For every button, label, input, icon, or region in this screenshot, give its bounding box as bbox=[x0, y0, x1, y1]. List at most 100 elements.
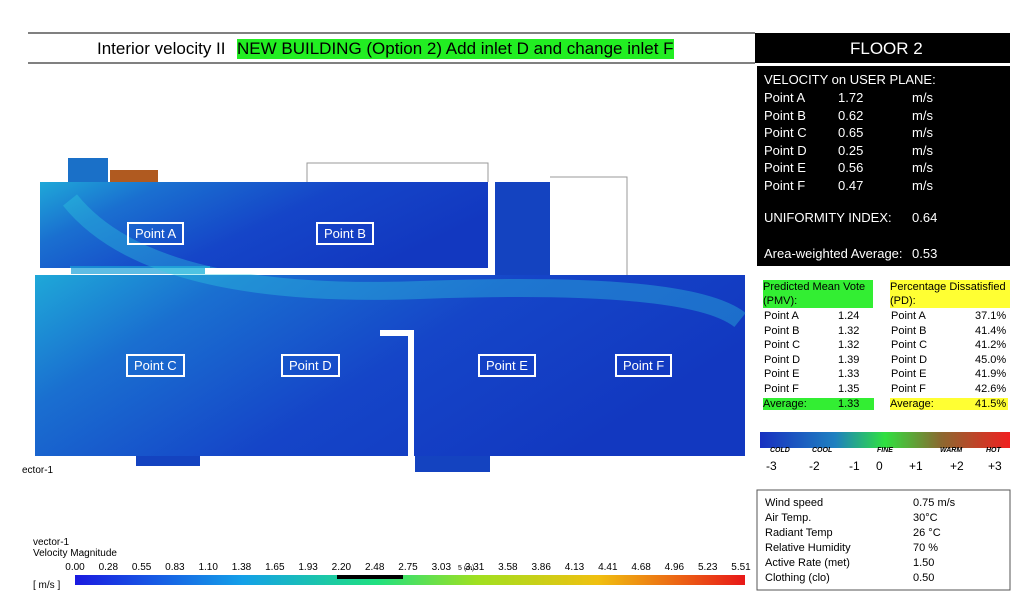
title-highlight: NEW BUILDING (Option 2) Add inlet D and … bbox=[237, 39, 674, 59]
colorbar-tick: 5.51 bbox=[731, 562, 751, 573]
colorbar-tick: 4.41 bbox=[598, 562, 618, 573]
point-name: Point A bbox=[891, 310, 926, 322]
unit: m/s bbox=[912, 160, 933, 175]
legend-unit: [ m/s ] bbox=[33, 580, 61, 591]
unit: m/s bbox=[912, 142, 933, 158]
condition-value: 0.75 m/s bbox=[913, 497, 956, 509]
point-name: Point E bbox=[764, 160, 806, 175]
unit: m/s bbox=[912, 125, 933, 140]
pmv-value: 1.32 bbox=[838, 324, 860, 337]
condition-value: 30°C bbox=[913, 512, 938, 524]
velocity-value: 0.62 bbox=[838, 107, 864, 123]
point-label: Point A bbox=[127, 222, 185, 245]
pd-value: 41.4% bbox=[975, 324, 1007, 337]
scale-number: +2 bbox=[950, 459, 964, 473]
condition-label: Air Temp. bbox=[765, 512, 812, 524]
colorbar-tick: 1.93 bbox=[298, 562, 318, 573]
scale-number: +3 bbox=[988, 459, 1002, 473]
scale-number: -3 bbox=[766, 459, 777, 473]
scale-number: -2 bbox=[809, 459, 820, 473]
scale-number: 0 bbox=[876, 459, 883, 473]
pmv-value: 1.39 bbox=[838, 353, 860, 366]
colorbar-tick: 3.58 bbox=[498, 562, 518, 573]
point-label: Point C bbox=[126, 354, 185, 377]
pd-average-label: Average: bbox=[890, 397, 1008, 410]
velocity-value: 1.72 bbox=[838, 90, 864, 105]
condition-label: Clothing (clo) bbox=[765, 572, 830, 584]
pd-heading: Percentage Dissatisfied (PD): bbox=[890, 280, 1010, 308]
colorbar-tick: 3.86 bbox=[531, 562, 551, 573]
pd-value: 41.9% bbox=[975, 368, 1007, 381]
colorbar-tick: 1.65 bbox=[265, 562, 285, 573]
point-name: Point B bbox=[764, 107, 806, 123]
colorbar-tick: 2.48 bbox=[364, 562, 385, 573]
point-label: Point E bbox=[478, 354, 536, 377]
colorbar-tick: 4.13 bbox=[564, 562, 585, 573]
colorbar-tick: 4.96 bbox=[664, 562, 685, 573]
uniformity-value: 0.64 bbox=[912, 210, 938, 225]
pd-average: 41.5% bbox=[975, 397, 1007, 410]
point-name: Point E bbox=[764, 368, 800, 381]
pmv-heading: Predicted Mean Vote (PMV): bbox=[763, 280, 873, 308]
pd-value: 45.0% bbox=[975, 353, 1007, 366]
condition-label: Radiant Temp bbox=[765, 527, 833, 539]
pd-value: 41.2% bbox=[975, 339, 1007, 352]
scale-word: HOT bbox=[986, 447, 1001, 454]
colorbar-tick: 2.75 bbox=[398, 562, 418, 573]
scale-word: COLD bbox=[770, 447, 790, 454]
scale-text: 5 (m) bbox=[458, 565, 475, 572]
condition-value: 0.50 bbox=[913, 572, 935, 584]
point-name: Point F bbox=[764, 383, 799, 395]
point-name: Point B bbox=[764, 324, 800, 337]
condition-value: 1.50 bbox=[913, 557, 935, 569]
side-label: ector-1 bbox=[22, 465, 54, 476]
colorbar-tick: 0.83 bbox=[165, 562, 185, 573]
pmv-average-label: Average: bbox=[763, 397, 874, 410]
pmv-value: 1.35 bbox=[838, 383, 860, 395]
point-name: Point C bbox=[764, 339, 801, 352]
pmv-value: 1.24 bbox=[838, 310, 860, 322]
unit: m/s bbox=[912, 177, 933, 193]
velocity-value: 0.56 bbox=[838, 160, 864, 175]
scale-number: -1 bbox=[849, 459, 860, 473]
floor-box bbox=[755, 33, 1010, 63]
unit: m/s bbox=[912, 90, 933, 105]
scale-word: COOL bbox=[812, 447, 833, 454]
floor-label: FLOOR 2 bbox=[850, 39, 923, 58]
point-name: Point A bbox=[764, 90, 806, 105]
scale-word: FINE bbox=[877, 447, 893, 454]
colorbar-tick: 0.00 bbox=[65, 562, 85, 573]
condition-value: 70 % bbox=[913, 542, 939, 554]
scale-number: +1 bbox=[909, 459, 923, 473]
point-label: Point F bbox=[615, 354, 673, 377]
pd-value: 42.6% bbox=[975, 383, 1007, 395]
point-name: Point D bbox=[891, 353, 928, 366]
unit: m/s bbox=[912, 107, 933, 123]
pmv-average: 1.33 bbox=[838, 397, 860, 410]
point-name: Point A bbox=[764, 310, 799, 322]
velocity-value: 0.47 bbox=[838, 177, 864, 193]
colorbar-tick: 0.28 bbox=[98, 562, 119, 573]
colorbar-tick: 5.23 bbox=[697, 562, 718, 573]
colorbar-tick: 3.31 bbox=[464, 562, 485, 573]
colorbar-tick: 2.20 bbox=[331, 562, 352, 573]
colorbar-tick: 1.38 bbox=[231, 562, 252, 573]
legend-title: vector-1 bbox=[33, 537, 70, 548]
velocity-heading: VELOCITY on USER PLANE: bbox=[764, 72, 936, 87]
pd-value: 37.1% bbox=[975, 310, 1007, 322]
point-name: Point F bbox=[891, 383, 926, 395]
velocity-box bbox=[757, 66, 1010, 266]
point-name: Point E bbox=[891, 368, 927, 381]
condition-label: Relative Humidity bbox=[765, 542, 851, 554]
colorbar-tick: 1.10 bbox=[198, 562, 218, 573]
uniformity-label: UNIFORMITY INDEX: bbox=[764, 210, 892, 225]
pmv-value: 1.33 bbox=[838, 368, 860, 381]
colorbar-tick: 4.68 bbox=[631, 562, 651, 573]
scale-word: WARM bbox=[940, 447, 963, 454]
condition-label: Wind speed bbox=[765, 497, 824, 509]
point-name: Point F bbox=[764, 177, 806, 193]
pmv-value: 1.32 bbox=[838, 339, 860, 352]
point-name: Point C bbox=[891, 339, 928, 352]
